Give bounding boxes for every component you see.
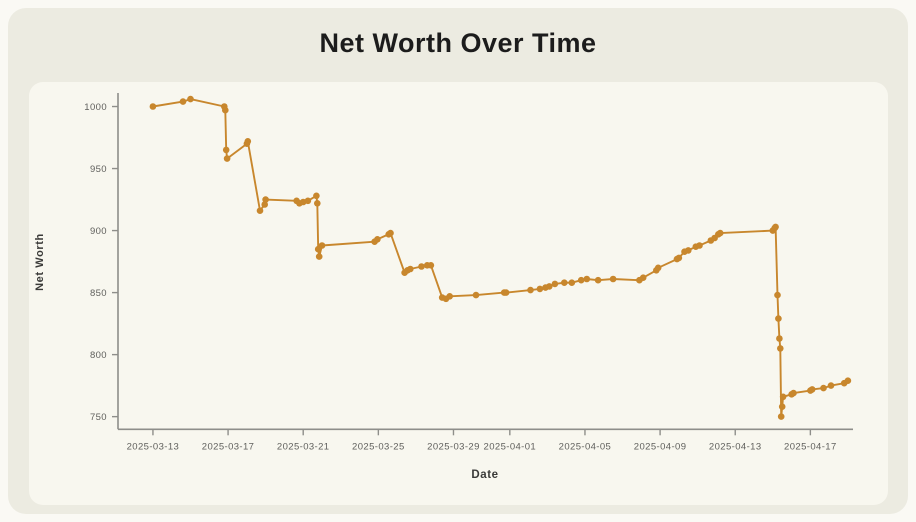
data-point [577,276,585,284]
data-point [685,247,692,254]
x-tick-label: 2025-04-05 [559,441,612,452]
data-point [716,229,724,237]
data-point [187,95,194,103]
data-point [223,155,231,162]
data-point [772,223,779,231]
data-point [654,264,662,272]
series-line [151,98,849,418]
data-point [778,403,786,411]
data-point [418,263,425,270]
data-point [222,106,229,114]
y-axis-title: Net Worth [34,233,46,291]
x-tick-label: 2025-03-17 [202,441,255,452]
y-tick-label: 950 [90,164,107,175]
data-point [472,291,480,299]
data-point [583,275,591,283]
data-point [675,254,683,262]
data-point [820,384,827,392]
data-point [696,242,703,249]
data-point [304,197,312,205]
data-point [387,229,394,237]
data-point [790,389,797,397]
data-point [639,274,647,282]
data-point [536,285,544,293]
data-point [407,265,414,273]
data-point [261,201,269,208]
x-tick-label: 2025-03-29 [427,441,480,452]
x-tick-label: 2025-03-25 [352,441,405,452]
data-point [551,280,559,288]
data-point [318,242,326,249]
data-point [594,276,602,284]
y-tick-label: 1000 [84,102,107,113]
data-point [777,413,785,420]
y-tick-label: 750 [90,412,107,423]
data-point [313,192,320,200]
y-tick-label: 900 [90,226,107,237]
data-point [262,196,269,203]
chart-title: Net Worth Over Time [319,28,597,58]
data-point [568,279,576,287]
data-point [222,146,230,154]
data-point [609,275,617,283]
x-axis-title: Date [471,469,499,481]
data-point [315,253,323,260]
data-point [844,377,852,385]
data-point [244,138,252,145]
data-point [777,345,784,352]
data-point [314,200,321,207]
x-tick-label: 2025-04-01 [484,441,537,452]
x-tick-label: 2025-04-17 [784,441,837,452]
data-point [427,262,435,269]
data-point [774,291,781,299]
data-point [779,393,787,401]
data-point [561,279,568,287]
data-point [775,315,782,322]
data-point [374,236,381,243]
x-tick-label: 2025-04-13 [709,441,762,452]
data-point [776,335,783,342]
data-point [502,289,510,296]
data-point [446,293,454,300]
data-point [179,98,187,105]
data-point [256,207,264,214]
data-point [808,386,816,393]
x-tick-label: 2025-04-09 [634,441,687,452]
data-point [827,382,835,389]
y-tick-label: 850 [90,288,107,299]
x-tick-label: 2025-03-21 [277,441,330,452]
data-point [527,286,534,294]
data-point [149,103,157,110]
x-tick-label: 2025-03-13 [127,441,180,452]
y-tick-label: 800 [90,350,107,361]
chart-card [29,82,888,505]
data-point [546,283,553,290]
